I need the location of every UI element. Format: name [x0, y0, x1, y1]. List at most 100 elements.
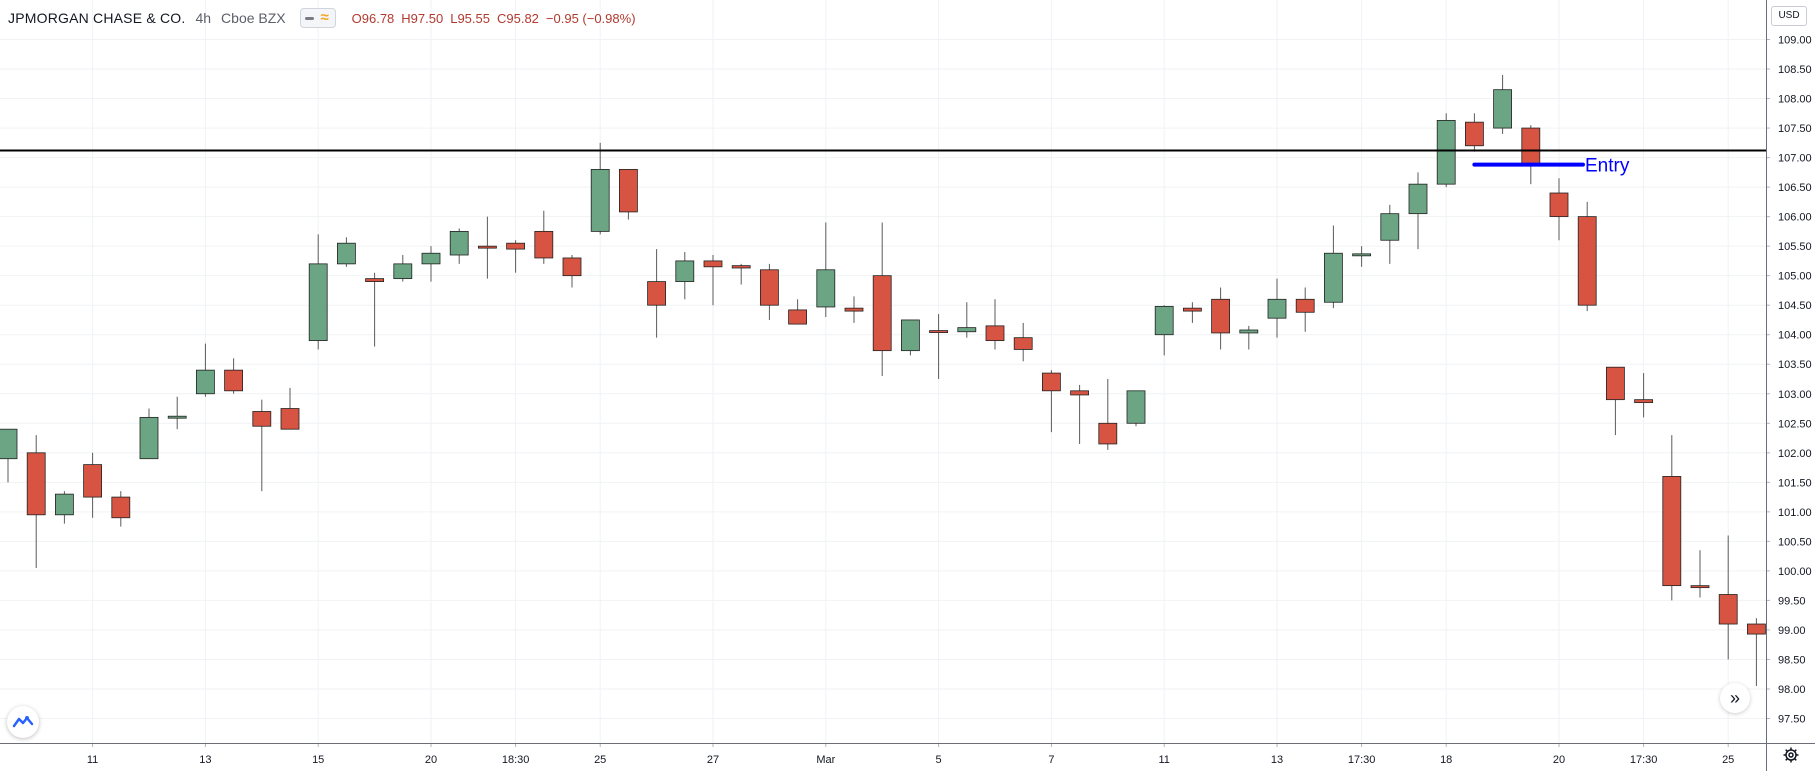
candle [421, 246, 441, 282]
candle-body [1042, 372, 1061, 392]
price-tick-label: 108.00 [1778, 94, 1812, 106]
candle-body [1380, 213, 1400, 241]
candle-body [731, 265, 751, 269]
candle-body [929, 330, 948, 333]
symbol-name[interactable]: JPMORGAN CHASE & CO. [8, 10, 186, 26]
candle-body [1352, 253, 1371, 257]
candle [675, 252, 695, 300]
candle-body [111, 496, 131, 519]
wave-icon[interactable]: ≈ [320, 9, 329, 26]
candle [1549, 178, 1569, 241]
candle-body [449, 230, 469, 256]
candle-body [1013, 337, 1033, 350]
candle [731, 263, 751, 285]
candle [1042, 370, 1061, 433]
candle-body [1239, 329, 1259, 334]
price-tick-label: 101.50 [1778, 477, 1812, 489]
legend-toggles[interactable]: ≈ [299, 8, 336, 28]
candle-body [1549, 192, 1569, 218]
candle [1662, 435, 1682, 601]
gear-icon[interactable] [1780, 744, 1802, 766]
interval-label[interactable]: 4h [195, 10, 212, 26]
time-tick-label: 20 [1553, 754, 1565, 766]
chart-legend: JPMORGAN CHASE & CO. 4h Cboe BZX ≈ O96.7… [8, 8, 643, 28]
price-axis[interactable]: 97.50 98.00 98.50 99.00 99.50 100.00 100.50 101… [1766, 0, 1812, 771]
candle [1718, 535, 1738, 660]
candle [1465, 113, 1484, 152]
candle [252, 399, 272, 492]
candle [816, 222, 836, 318]
time-axis[interactable]: 11 13 15 20 18:30 25 27 Mar 5 7 11 13 17:30 18 20 17:30… [0, 743, 1815, 766]
candle-body [477, 245, 497, 249]
price-tick-label: 99.00 [1778, 625, 1806, 637]
candle-body [195, 369, 215, 395]
scroll-to-realtime-icon[interactable]: » [1720, 683, 1750, 713]
price-tick-label: 105.00 [1778, 271, 1812, 283]
candle [703, 255, 723, 306]
candle [393, 255, 413, 282]
eye-icon[interactable] [303, 9, 317, 27]
price-tick-label: 105.50 [1778, 241, 1812, 253]
candle-body [1493, 89, 1512, 129]
candle-body [872, 275, 892, 352]
high-value: H97.50 [401, 10, 444, 26]
candle [1606, 366, 1625, 436]
candle-body [1690, 585, 1710, 589]
candle [985, 299, 1005, 350]
candle [1211, 287, 1230, 350]
price-tick-label: 99.50 [1778, 595, 1806, 607]
time-tick-label: 7 [1048, 754, 1054, 766]
candle-body [83, 464, 102, 498]
candle [872, 222, 892, 377]
low-value: L95.55 [450, 10, 490, 26]
candle-body [816, 269, 836, 308]
price-tick-label: 97.50 [1778, 714, 1806, 726]
ohlc-values: O96.78 H97.50 L95.55 C95.82 −0.95 (−0.98%) [352, 11, 643, 26]
candle-body [365, 278, 385, 282]
candle [1747, 618, 1766, 687]
candle-body [1408, 183, 1428, 215]
candle-body [1267, 298, 1287, 319]
candle-body [1606, 366, 1625, 401]
candle-body [1747, 623, 1766, 635]
candle [1239, 325, 1259, 350]
candle-body [1465, 121, 1484, 147]
candle [1126, 390, 1146, 427]
candle [336, 237, 356, 267]
time-tick-label: 17:30 [1348, 754, 1376, 766]
candle-body [1211, 298, 1230, 334]
drawings[interactable]: Entry [0, 149, 1766, 177]
candle-body [1324, 252, 1343, 303]
candle [111, 491, 131, 527]
candle [590, 142, 610, 235]
tradingview-logo-icon[interactable] [7, 706, 39, 738]
candle [1183, 302, 1202, 323]
price-tick-label: 101.00 [1778, 507, 1812, 519]
candle [1324, 225, 1343, 309]
price-tick-label: 100.50 [1778, 536, 1812, 548]
candle-body [421, 252, 441, 265]
candle-body [336, 242, 356, 265]
currency-badge[interactable]: USD [1771, 6, 1807, 26]
candle [139, 408, 159, 460]
price-tick-label: 108.50 [1778, 64, 1812, 76]
candle [1295, 287, 1315, 332]
time-tick-label: 13 [199, 754, 211, 766]
candle [929, 314, 948, 379]
price-tick-label: 109.00 [1778, 35, 1812, 47]
candle [167, 396, 187, 430]
candle-body [957, 327, 977, 333]
time-tick-label: 15 [312, 754, 324, 766]
time-tick-label: 25 [594, 754, 606, 766]
candle-body [703, 260, 723, 268]
candle [477, 216, 497, 279]
candle [449, 228, 469, 264]
candle-body [0, 428, 18, 460]
price-tick-label: 100.00 [1778, 566, 1812, 578]
candle-body [590, 168, 610, 232]
candle [365, 272, 385, 347]
exchange-label: Cboe BZX [221, 10, 286, 26]
candle-body [224, 369, 244, 392]
